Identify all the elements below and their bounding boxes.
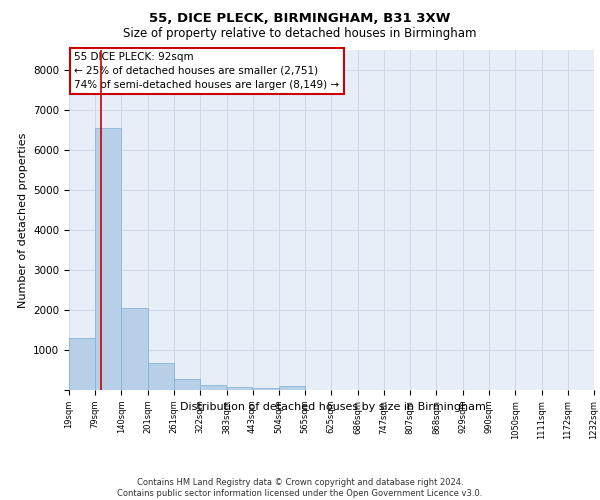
- Text: Size of property relative to detached houses in Birmingham: Size of property relative to detached ho…: [123, 28, 477, 40]
- Y-axis label: Number of detached properties: Number of detached properties: [17, 132, 28, 308]
- Bar: [279, 386, 305, 390]
- Text: 55, DICE PLECK, BIRMINGHAM, B31 3XW: 55, DICE PLECK, BIRMINGHAM, B31 3XW: [149, 12, 451, 26]
- Bar: [253, 388, 279, 390]
- Text: Distribution of detached houses by size in Birmingham: Distribution of detached houses by size …: [180, 402, 486, 412]
- Text: Contains HM Land Registry data © Crown copyright and database right 2024.
Contai: Contains HM Land Registry data © Crown c…: [118, 478, 482, 498]
- Bar: [69, 338, 95, 390]
- Bar: [121, 308, 148, 390]
- Bar: [200, 385, 226, 390]
- Text: 55 DICE PLECK: 92sqm
← 25% of detached houses are smaller (2,751)
74% of semi-de: 55 DICE PLECK: 92sqm ← 25% of detached h…: [74, 52, 340, 90]
- Bar: [227, 387, 253, 390]
- Bar: [95, 128, 121, 390]
- Bar: [174, 379, 200, 390]
- Bar: [148, 363, 173, 390]
